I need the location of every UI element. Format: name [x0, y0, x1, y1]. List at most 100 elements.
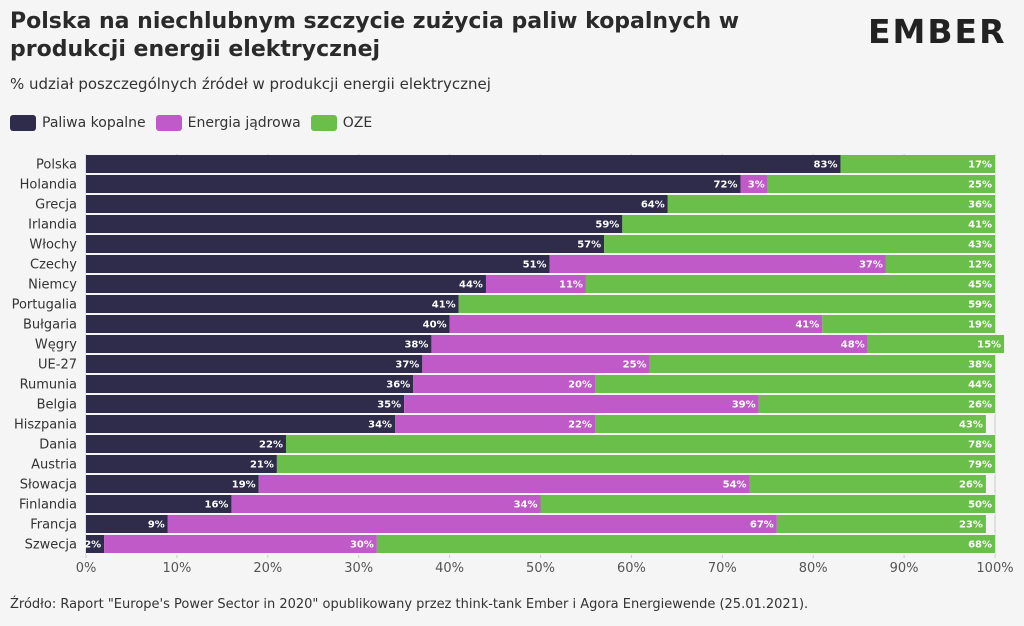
stacked-bar-chart: 0% 10% 20% 30% 40% 50% 60% 70% 80% 90% 100% Polska 8… — [12, 154, 1014, 576]
data-label: 26% — [968, 400, 992, 411]
data-label: 19% — [968, 320, 992, 331]
data-label: 3% — [748, 180, 765, 191]
bar-segment — [86, 455, 277, 473]
data-label: 26% — [959, 480, 983, 491]
x-tick-label: 70% — [708, 561, 737, 576]
data-label: 39% — [732, 400, 756, 411]
category-label: Hiszpania — [14, 418, 77, 433]
x-tick-label: 0% — [76, 561, 97, 576]
legend-item-fossil: Paliwa kopalne — [10, 115, 146, 131]
legend-swatch-renewables — [310, 115, 337, 131]
bar-segment — [449, 315, 823, 333]
data-label: 16% — [205, 500, 229, 511]
legend-label-nuclear: Energia jądrowa — [187, 115, 301, 131]
category-label: Francja — [30, 518, 77, 533]
data-label: 44% — [459, 280, 483, 291]
category-label: Węgry — [35, 338, 77, 353]
category-label: Grecja — [35, 198, 77, 213]
bar-segment — [840, 155, 995, 173]
data-label: 40% — [423, 320, 447, 331]
data-label: 50% — [968, 500, 992, 511]
chart-subtitle: % udział poszczególnych źródeł w produkc… — [10, 75, 491, 93]
legend-label-fossil: Paliwa kopalne — [42, 115, 146, 131]
bar-segment — [86, 355, 423, 373]
bar-segment — [86, 255, 550, 273]
bar-segment — [86, 395, 405, 413]
data-label: 36% — [968, 200, 992, 211]
category-label: Szwecja — [25, 538, 77, 553]
data-label: 22% — [259, 440, 283, 451]
bar-segment — [86, 415, 396, 433]
category-label: Rumunia — [20, 378, 77, 393]
data-label: 41% — [432, 300, 456, 311]
bar-segment — [667, 195, 995, 213]
data-label: 20% — [568, 380, 592, 391]
bar-segment — [86, 475, 259, 493]
bar-segment — [86, 235, 605, 253]
x-tick-label: 80% — [799, 561, 828, 576]
data-label: 67% — [750, 520, 774, 531]
x-tick-label: 50% — [526, 561, 555, 576]
x-tick-label: 60% — [617, 561, 646, 576]
data-label: 9% — [148, 520, 165, 531]
bar-segment — [86, 515, 168, 533]
bar-segment — [86, 175, 741, 193]
legend-label-renewables: OZE — [342, 115, 373, 131]
data-label: 43% — [968, 240, 992, 251]
data-label: 38% — [968, 360, 992, 371]
chart-legend: Paliwa kopalne Energia jądrowa OZE — [10, 113, 382, 133]
data-label: 41% — [968, 220, 992, 231]
bar-segment — [86, 295, 459, 313]
bar-segment — [86, 155, 841, 173]
chart-title: Polska na niechlubnym szczycie zużycia p… — [10, 9, 740, 62]
category-label: Niemcy — [28, 278, 77, 293]
data-label: 37% — [859, 260, 883, 271]
data-label: 36% — [386, 380, 410, 391]
category-label: Czechy — [30, 258, 77, 273]
ember-logo-mark: EMBER — [868, 12, 1005, 51]
data-label: 30% — [350, 540, 374, 551]
bar-segment — [276, 455, 995, 473]
bar-segment — [749, 475, 986, 493]
category-label: Polska — [36, 158, 77, 173]
data-label: 78% — [968, 440, 992, 451]
category-label: Bułgaria — [23, 318, 77, 333]
data-label: 19% — [232, 480, 256, 491]
data-label: 12% — [968, 260, 992, 271]
data-label: 21% — [250, 460, 274, 471]
bar-segment — [86, 275, 486, 293]
bar-segment — [167, 515, 777, 533]
data-label: 59% — [595, 220, 619, 231]
bar-segment — [376, 535, 995, 553]
data-label: 2% — [84, 540, 101, 551]
data-label: 15% — [977, 340, 1001, 351]
bar-segment — [595, 415, 986, 433]
data-label: 23% — [959, 520, 983, 531]
x-tick-label: 90% — [890, 561, 919, 576]
bar-segment — [767, 175, 995, 193]
bar-segment — [422, 355, 650, 373]
data-label: 83% — [814, 160, 838, 171]
bar-segment — [86, 375, 414, 393]
bar-segment — [458, 295, 995, 313]
x-tick-label: 40% — [435, 561, 464, 576]
data-label: 68% — [968, 540, 992, 551]
category-label: Holandia — [20, 178, 77, 193]
bar-segment — [413, 375, 596, 393]
x-tick-label: 100% — [976, 561, 1013, 576]
data-label: 38% — [404, 340, 428, 351]
data-label: 79% — [968, 460, 992, 471]
bar-segment — [740, 175, 768, 193]
data-label: 57% — [577, 240, 601, 251]
data-label: 59% — [968, 300, 992, 311]
category-label: UE-27 — [38, 358, 77, 373]
x-tick-label: 10% — [162, 561, 191, 576]
category-label: Austria — [31, 458, 77, 473]
bar-segment — [86, 495, 232, 513]
category-label: Słowacja — [20, 478, 77, 493]
data-label: 44% — [968, 380, 992, 391]
data-label: 41% — [795, 320, 819, 331]
data-label: 25% — [623, 360, 647, 371]
category-label: Irlandia — [28, 218, 77, 233]
category-label: Finlandia — [19, 498, 77, 513]
